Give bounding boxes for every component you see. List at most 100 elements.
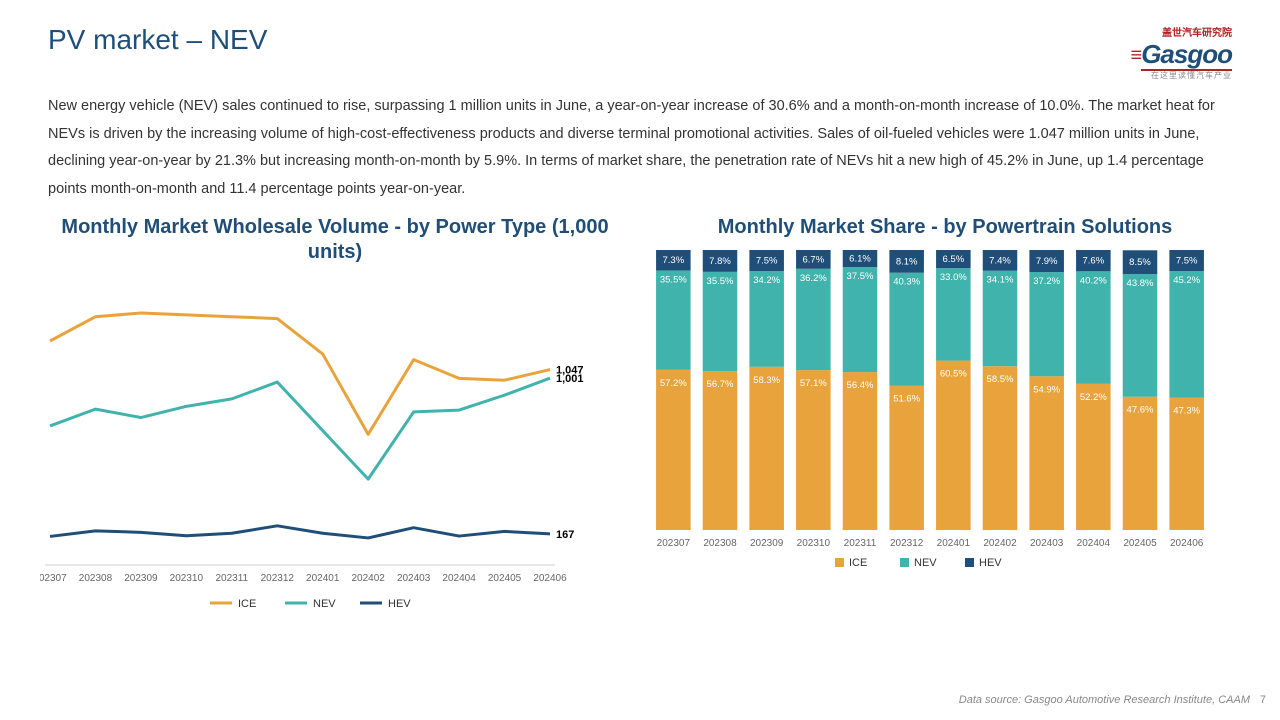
bar-seg-nev — [1029, 272, 1064, 376]
gasgoo-logo: 盖世汽车研究院 ≡Gasgoo 在这里读懂汽车产业 — [1131, 24, 1232, 81]
bar-seg-ice — [796, 370, 831, 530]
bar-seg-nev — [796, 269, 831, 370]
bar-label: 35.5% — [660, 275, 687, 286]
line-series-hev — [50, 526, 550, 538]
line-x-label: 202406 — [533, 573, 567, 584]
legend-label-ice: ICE — [238, 598, 256, 610]
bar-label: 60.5% — [940, 369, 967, 380]
bar-x-label: 202307 — [657, 538, 691, 549]
bar-seg-nev — [1076, 271, 1111, 384]
bar-chart-box: Monthly Market Share - by Powertrain Sol… — [650, 215, 1240, 615]
bar-seg-ice — [889, 386, 924, 530]
bar-chart: 57.2%35.5%7.3%56.7%35.5%7.8%58.3%34.2%7.… — [650, 250, 1230, 590]
bar-label: 6.1% — [849, 254, 871, 265]
bar-x-label: 202309 — [750, 538, 784, 549]
legend-swatch-nev — [900, 558, 909, 567]
bar-label: 34.1% — [987, 275, 1014, 286]
line-x-label: 202309 — [124, 573, 158, 584]
line-chart-title: Monthly Market Wholesale Volume - by Pow… — [40, 215, 630, 265]
line-x-label: 202307 — [40, 573, 67, 584]
bar-x-label: 202406 — [1170, 538, 1204, 549]
bar-seg-ice — [1029, 376, 1064, 530]
bar-seg-nev — [889, 273, 924, 386]
bar-label: 45.2% — [1173, 275, 1200, 286]
bar-seg-ice — [983, 366, 1018, 530]
summary-paragraph: New energy vehicle (NEV) sales continued… — [0, 89, 1280, 203]
bar-label: 35.5% — [707, 276, 734, 287]
bar-x-label: 202311 — [844, 538, 877, 549]
line-x-label: 202402 — [351, 573, 385, 584]
line-end-label: 1,001 — [556, 373, 584, 385]
bar-seg-ice — [749, 367, 784, 530]
logo-brand: ≡Gasgoo — [1131, 39, 1232, 70]
legend-swatch-ice — [835, 558, 844, 567]
bar-label: 37.5% — [847, 271, 874, 282]
bar-x-label: 202404 — [1077, 538, 1111, 549]
bar-label: 36.2% — [800, 273, 827, 284]
line-x-label: 202403 — [397, 573, 431, 584]
legend-label-nev: NEV — [313, 598, 336, 610]
bar-label: 52.2% — [1080, 392, 1107, 403]
bar-seg-nev — [1123, 274, 1158, 397]
bar-label: 7.5% — [756, 256, 778, 267]
bar-label: 37.2% — [1033, 276, 1060, 287]
bar-x-label: 202312 — [890, 538, 924, 549]
bar-label: 7.9% — [1036, 256, 1058, 267]
line-x-label: 202312 — [261, 573, 295, 584]
bar-seg-nev — [843, 267, 878, 372]
bar-label: 58.3% — [753, 375, 780, 386]
bar-x-label: 202402 — [983, 538, 1017, 549]
line-chart-box: Monthly Market Wholesale Volume - by Pow… — [40, 215, 630, 615]
bar-seg-ice — [936, 361, 971, 530]
bar-label: 47.3% — [1173, 406, 1200, 417]
line-end-label: 167 — [556, 529, 574, 541]
legend-label-hev: HEV — [388, 598, 411, 610]
line-x-label: 202308 — [79, 573, 113, 584]
legend-swatch-hev — [965, 558, 974, 567]
bar-label: 6.5% — [943, 254, 965, 265]
bar-seg-ice — [843, 372, 878, 530]
legend-label-ice: ICE — [849, 557, 867, 569]
bar-label: 33.0% — [940, 272, 967, 283]
line-series-nev — [50, 378, 550, 479]
bar-seg-ice — [1169, 398, 1204, 530]
page-number: 7 — [1260, 694, 1266, 706]
bar-label: 54.9% — [1033, 384, 1060, 395]
line-x-label: 202311 — [215, 573, 248, 584]
bar-seg-ice — [1123, 397, 1158, 530]
bar-label: 43.8% — [1127, 278, 1154, 289]
bar-label: 7.5% — [1176, 256, 1198, 267]
logo-cn: 盖世汽车研究院 — [1131, 24, 1232, 39]
bar-label: 7.8% — [709, 256, 731, 267]
bar-x-label: 202401 — [937, 538, 971, 549]
bar-label: 40.3% — [893, 277, 920, 288]
legend-label-nev: NEV — [914, 557, 937, 569]
bar-chart-title: Monthly Market Share - by Powertrain Sol… — [650, 215, 1240, 240]
line-series-ice — [50, 313, 550, 434]
bar-seg-nev — [1169, 271, 1204, 398]
line-x-label: 202401 — [306, 573, 340, 584]
bar-label: 6.7% — [803, 255, 825, 266]
bar-x-label: 202403 — [1030, 538, 1064, 549]
line-x-label: 202310 — [170, 573, 204, 584]
bar-label: 57.1% — [800, 378, 827, 389]
bar-label: 56.7% — [707, 379, 734, 390]
bar-label: 8.1% — [896, 257, 918, 268]
logo-tagline: 在这里读懂汽车产业 — [1131, 70, 1232, 81]
bar-label: 58.5% — [987, 374, 1014, 385]
bar-label: 47.6% — [1127, 405, 1154, 416]
bar-seg-ice — [703, 371, 738, 530]
bar-seg-ice — [1076, 384, 1111, 530]
bar-label: 8.5% — [1129, 257, 1151, 268]
bar-label: 40.2% — [1080, 275, 1107, 286]
line-x-label: 202404 — [442, 573, 476, 584]
bar-label: 7.6% — [1083, 256, 1105, 267]
bar-label: 56.4% — [847, 380, 874, 391]
bar-label: 7.3% — [663, 255, 685, 266]
line-x-label: 202405 — [488, 573, 522, 584]
footer-source: Data source: Gasgoo Automotive Research … — [959, 694, 1250, 706]
bar-seg-ice — [656, 370, 691, 530]
bar-label: 34.2% — [753, 275, 780, 286]
line-chart: 1,0471,001167202307202308202309202310202… — [40, 275, 620, 615]
bar-x-label: 202310 — [797, 538, 831, 549]
